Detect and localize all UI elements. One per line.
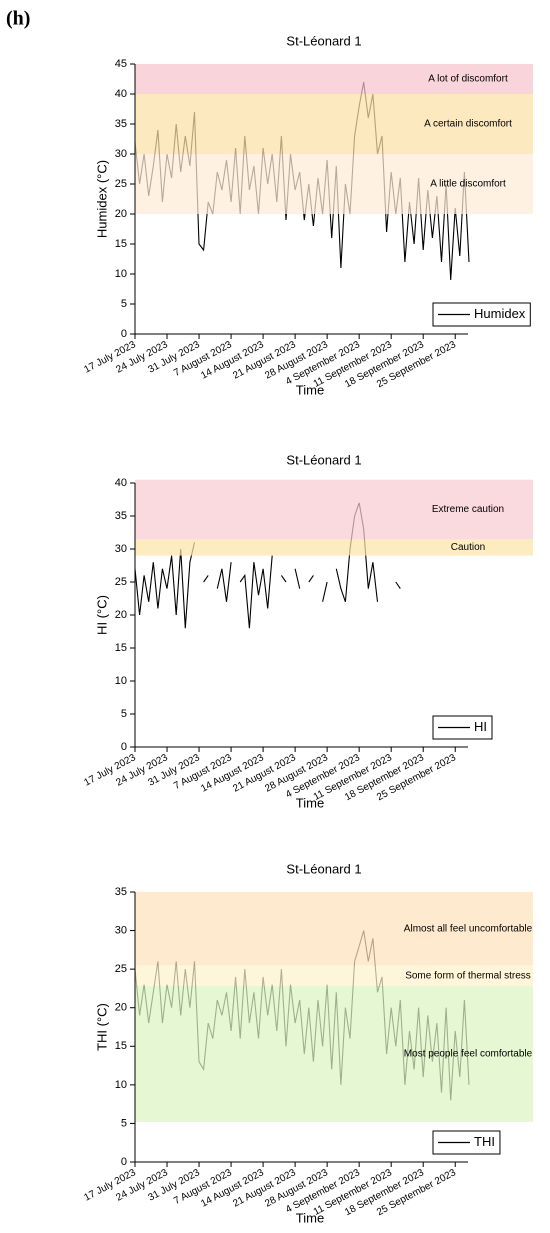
y-tick-label: 25 bbox=[115, 178, 127, 190]
y-tick-label: 20 bbox=[115, 1002, 127, 1014]
y-tick-label: 15 bbox=[115, 642, 127, 654]
legend-label: HI bbox=[474, 719, 487, 734]
y-tick-label: 5 bbox=[121, 708, 127, 720]
y-tick-label: 20 bbox=[115, 609, 127, 621]
y-tick-label: 35 bbox=[115, 118, 127, 130]
legend-label: Humidex bbox=[474, 306, 526, 321]
chart-title: St-Léonard 1 bbox=[286, 861, 361, 876]
x-axis-title: Time bbox=[296, 1210, 324, 1225]
panel: St-Léonard 1 Most people feel comfortable… bbox=[82, 861, 533, 1225]
y-tick-label: 0 bbox=[121, 741, 127, 753]
threshold-band bbox=[135, 479, 533, 540]
y-tick-label: 30 bbox=[115, 924, 127, 936]
band-label: Some form of thermal stress bbox=[405, 970, 531, 981]
y-tick-label: 25 bbox=[115, 963, 127, 975]
y-axis-title: Humidex (°C) bbox=[94, 160, 109, 238]
y-tick-label: 30 bbox=[115, 148, 127, 160]
x-axis-title: Time bbox=[296, 382, 324, 397]
y-tick-label: 15 bbox=[115, 238, 127, 250]
band-label: A certain discomfort bbox=[424, 119, 512, 130]
chart-title: St-Léonard 1 bbox=[286, 452, 361, 467]
legend-box bbox=[432, 302, 531, 327]
band-label: Almost all feel uncomfortable bbox=[404, 923, 533, 934]
y-tick-label: 40 bbox=[115, 88, 127, 100]
y-tick-label: 35 bbox=[115, 510, 127, 522]
band-label: Extreme caution bbox=[432, 504, 504, 515]
legend-label: THI bbox=[474, 1134, 495, 1149]
threshold-band bbox=[135, 892, 533, 966]
y-tick-label: 10 bbox=[115, 1079, 127, 1091]
chart-title: St-Léonard 1 bbox=[286, 33, 361, 48]
y-tick-label: 5 bbox=[121, 298, 127, 310]
x-axis-title: Time bbox=[296, 795, 324, 810]
threshold-band bbox=[135, 94, 533, 154]
threshold-band bbox=[135, 539, 533, 556]
y-tick-label: 0 bbox=[121, 1156, 127, 1168]
y-tick-label: 25 bbox=[115, 576, 127, 588]
band-label: Most people feel comfortable bbox=[404, 1049, 533, 1060]
threshold-band bbox=[135, 64, 533, 94]
y-tick-label: 45 bbox=[115, 58, 127, 70]
y-tick-label: 10 bbox=[115, 675, 127, 687]
threshold-band bbox=[135, 965, 533, 987]
y-tick-label: 20 bbox=[115, 208, 127, 220]
y-axis-title: HI (°C) bbox=[94, 595, 109, 635]
y-tick-label: 0 bbox=[121, 328, 127, 340]
band-label: A little discomfort bbox=[430, 179, 506, 190]
y-axis-title: THI (°C) bbox=[94, 1003, 109, 1051]
y-tick-label: 5 bbox=[121, 1117, 127, 1129]
panel-label: (h) bbox=[6, 8, 30, 30]
threshold-band bbox=[135, 986, 533, 1122]
y-tick-label: 40 bbox=[115, 477, 127, 489]
band-label: A lot of discomfort bbox=[428, 74, 508, 85]
panel: St-Léonard 1 Caution Extreme caution 0 5 10 15… bbox=[82, 452, 533, 810]
y-tick-label: 15 bbox=[115, 1040, 127, 1052]
band-label: Caution bbox=[451, 542, 485, 553]
panel: St-Léonard 1 A little discomfort A certain… bbox=[82, 33, 533, 397]
y-tick-label: 30 bbox=[115, 543, 127, 555]
y-tick-label: 35 bbox=[115, 886, 127, 898]
threshold-band bbox=[135, 154, 533, 214]
y-tick-label: 10 bbox=[115, 268, 127, 280]
